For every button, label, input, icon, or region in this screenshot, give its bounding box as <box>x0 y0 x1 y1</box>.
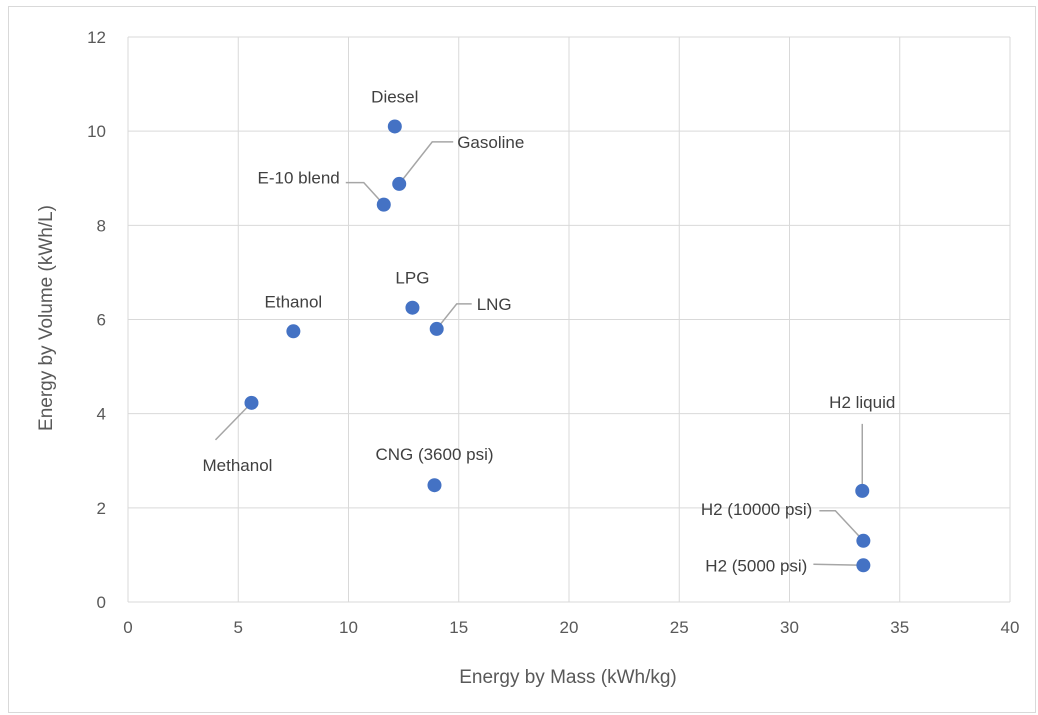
point-labels: Diesel Gasoline E-10 blend LPG LNG Ethanol Met… <box>203 87 896 575</box>
point-label: Ethanol <box>265 292 323 311</box>
x-tick-label: 20 <box>560 618 579 637</box>
data-point <box>427 478 441 492</box>
point-label: LNG <box>477 295 512 314</box>
x-tick-label: 15 <box>449 618 468 637</box>
point-label: Gasoline <box>457 133 524 152</box>
y-tick-label: 12 <box>87 28 106 47</box>
point-label: H2 (5000 psi) <box>705 556 807 575</box>
point-label: Diesel <box>371 87 418 106</box>
y-tick-label: 10 <box>87 122 106 141</box>
y-tick-labels: 0 2 4 6 8 10 12 <box>87 28 106 612</box>
y-axis-title: Energy by Volume (kWh/L) <box>36 205 57 431</box>
x-tick-label: 0 <box>123 618 132 637</box>
label-leader-line <box>399 142 453 184</box>
x-tick-label: 25 <box>670 618 689 637</box>
gridlines <box>128 37 1010 602</box>
data-point <box>405 301 419 315</box>
label-leader-line <box>813 564 863 565</box>
data-point <box>377 198 391 212</box>
data-point <box>856 534 870 548</box>
data-point <box>244 396 258 410</box>
data-point <box>856 558 870 572</box>
point-label: E-10 blend <box>258 169 340 188</box>
x-tick-label: 5 <box>234 618 243 637</box>
data-point <box>430 322 444 336</box>
y-tick-label: 8 <box>97 216 106 235</box>
data-point <box>388 119 402 133</box>
x-tick-labels: 0 5 10 15 20 25 30 35 40 <box>123 618 1019 637</box>
point-label: H2 (10000 psi) <box>701 500 813 519</box>
data-point <box>392 177 406 191</box>
label-leader-line <box>819 511 863 541</box>
label-leader-line <box>215 403 251 440</box>
y-tick-label: 2 <box>97 499 106 518</box>
point-label: CNG (3600 psi) <box>375 445 493 464</box>
data-point <box>855 484 869 498</box>
x-tick-label: 40 <box>1001 618 1020 637</box>
x-tick-label: 30 <box>780 618 799 637</box>
y-tick-label: 0 <box>97 593 106 612</box>
y-tick-label: 4 <box>97 405 106 424</box>
x-tick-label: 10 <box>339 618 358 637</box>
x-axis-title: Energy by Mass (kWh/kg) <box>459 667 677 688</box>
y-tick-label: 6 <box>97 311 106 330</box>
point-label: Methanol <box>203 456 273 475</box>
point-label: LPG <box>395 269 429 288</box>
x-tick-label: 35 <box>890 618 909 637</box>
point-label: H2 liquid <box>829 393 895 412</box>
data-point <box>286 324 300 338</box>
